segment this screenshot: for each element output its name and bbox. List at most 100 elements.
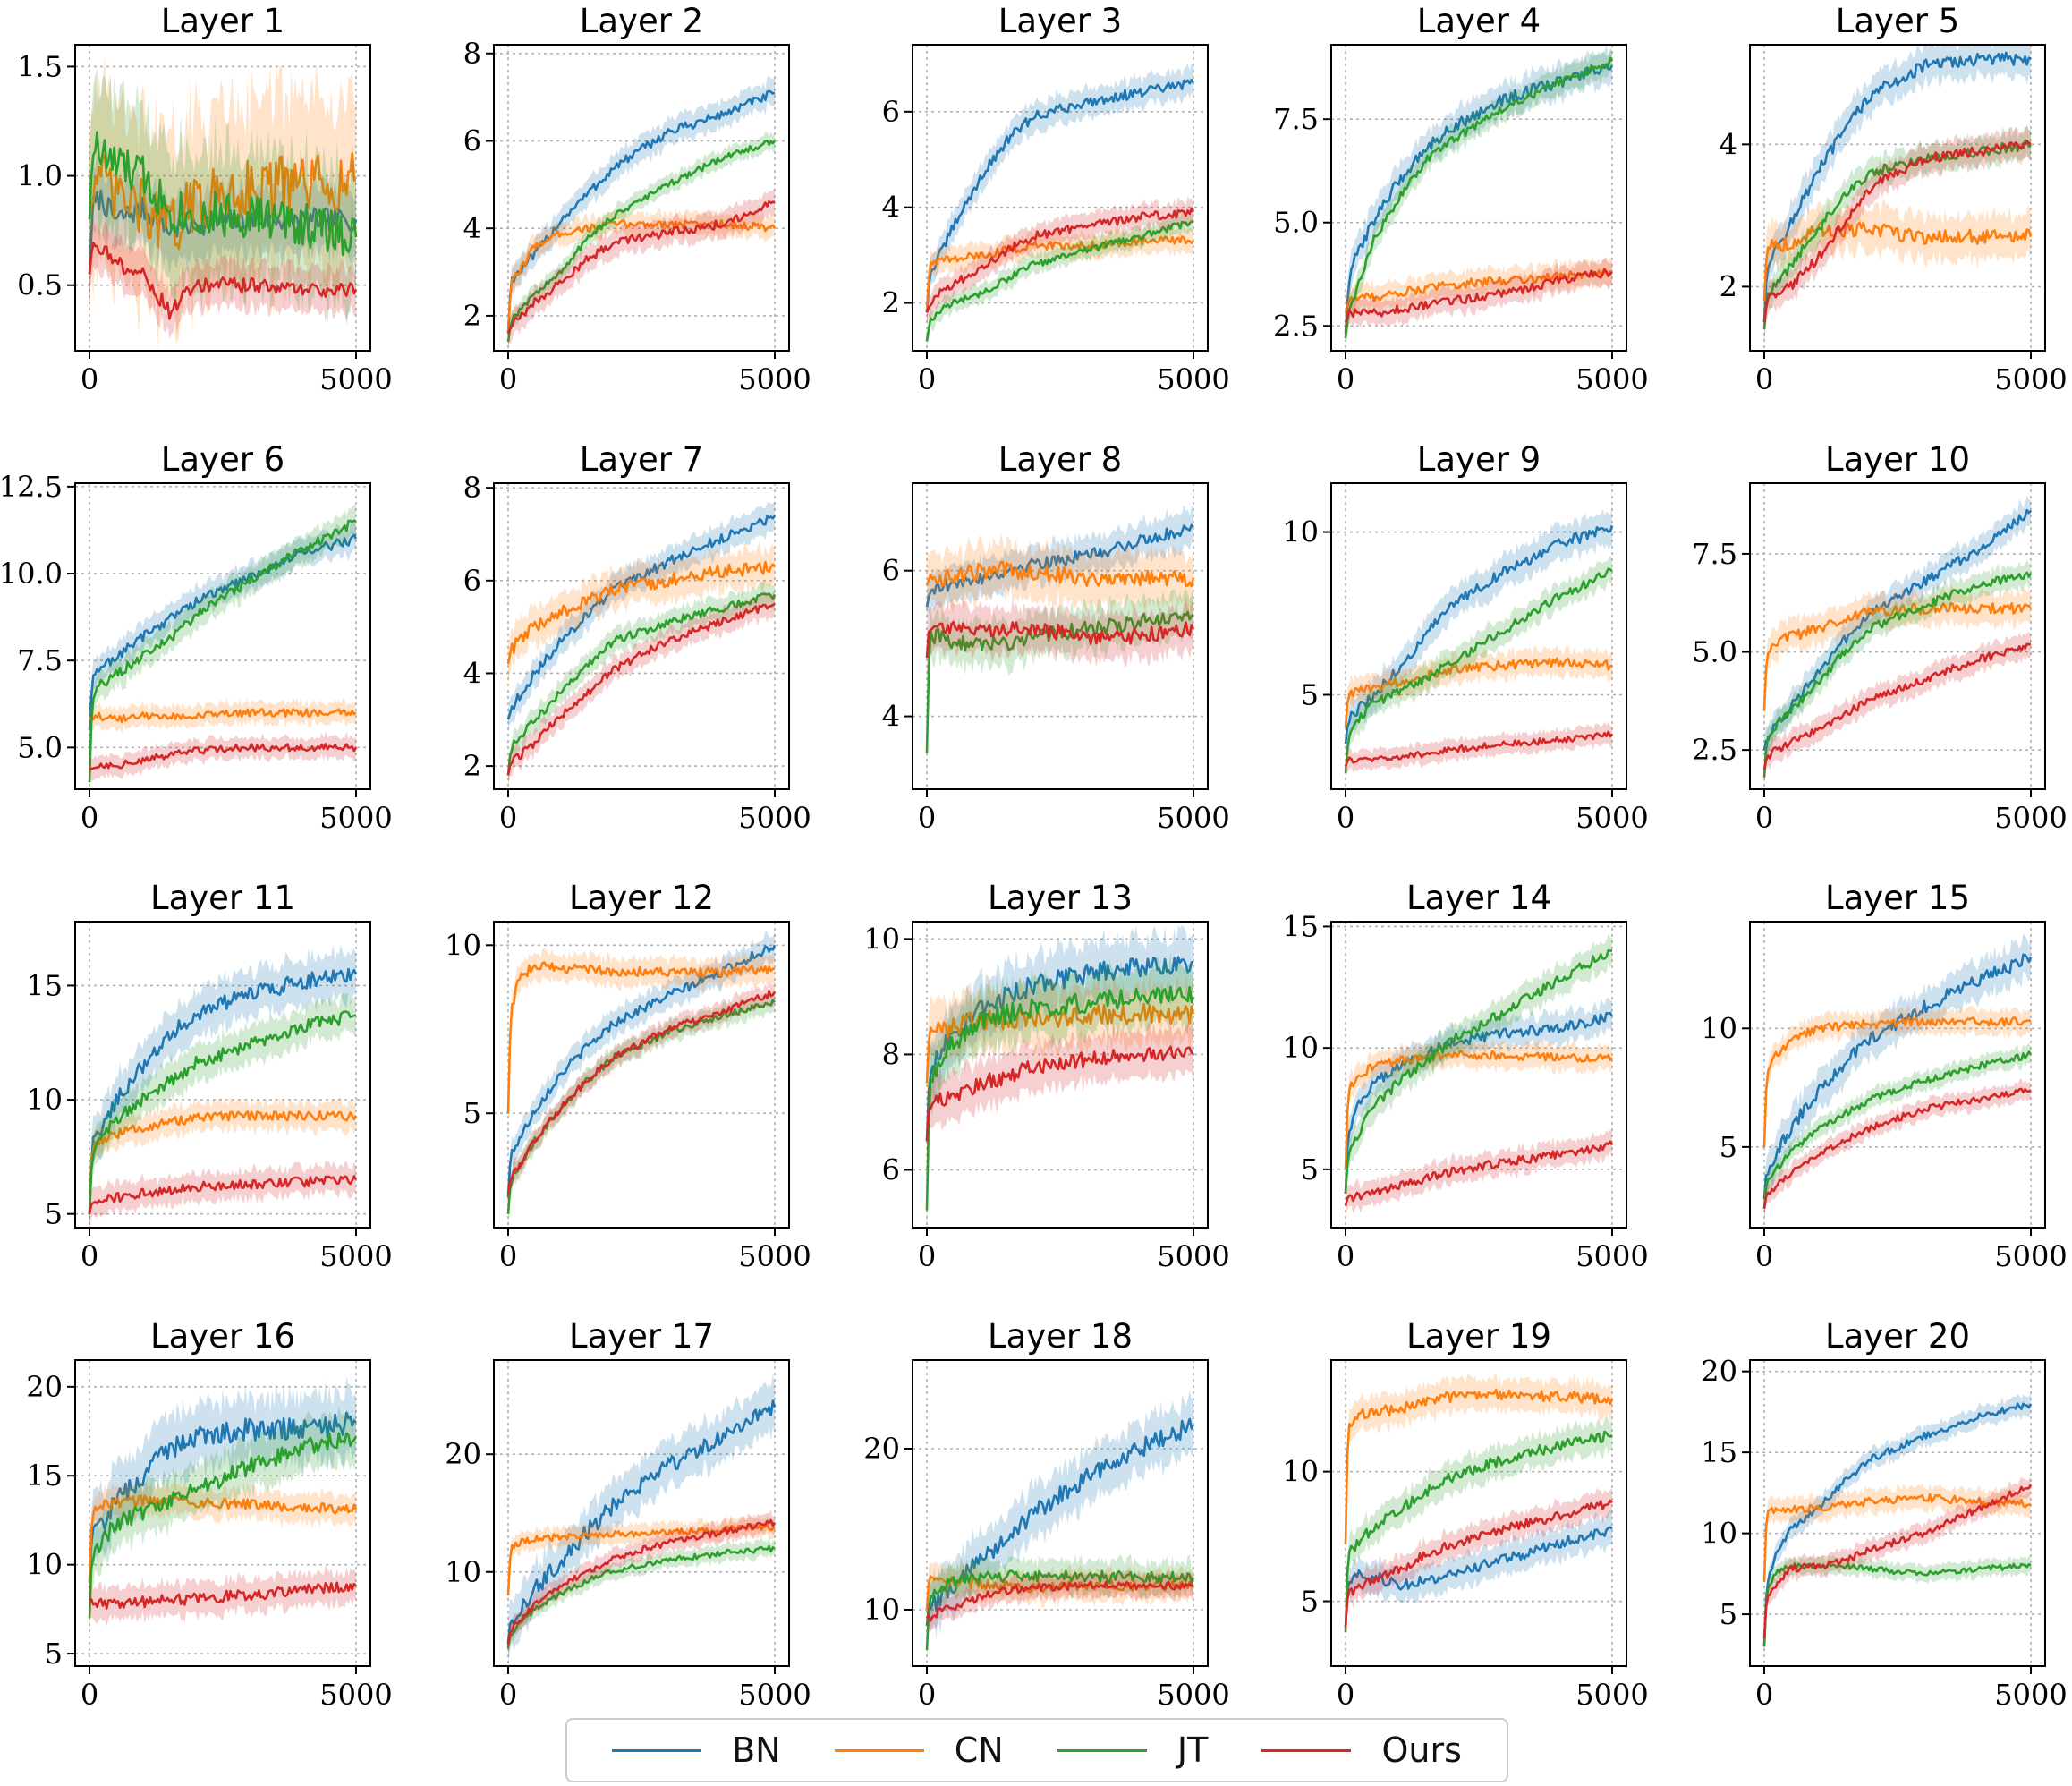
axes-frame — [74, 1359, 371, 1667]
band-jt — [89, 1405, 356, 1640]
series-line-ours — [1344, 268, 1613, 323]
band-ours — [508, 186, 775, 346]
y-tick-label: 6 — [882, 1152, 900, 1186]
band-jt — [927, 952, 1193, 1228]
x-tick-label: 0 — [918, 362, 936, 396]
axes-frame — [1749, 1359, 2046, 1667]
band-jt — [1346, 933, 1612, 1208]
series-line-bn — [506, 944, 777, 1198]
band-cn — [927, 972, 1193, 1109]
plot-area — [506, 1373, 777, 1666]
axes-frame — [74, 482, 371, 790]
grid — [494, 483, 789, 789]
band-jt — [89, 68, 356, 327]
panel-title: Layer 1 — [161, 2, 284, 40]
x-tick-label: 0 — [1337, 1678, 1354, 1712]
y-tick-label: 5 — [1301, 1585, 1319, 1619]
x-tick-label: 0 — [1755, 801, 1773, 835]
panel-17: Layer 17 0 5000 10 20 — [445, 1317, 811, 1712]
series-line-cn — [506, 560, 776, 665]
x-tick-label: 0 — [918, 1239, 936, 1273]
band-jt — [1346, 1416, 1612, 1646]
series-line-jt — [88, 519, 357, 783]
y-tick-label: 10 — [1701, 1011, 1737, 1045]
band-ours — [89, 1564, 356, 1627]
band-bn — [1764, 496, 2031, 761]
panel-13: Layer 13 0 5000 6 8 10 — [863, 879, 1229, 1273]
x-tick-label: 5000 — [319, 1239, 392, 1273]
panel-title: Layer 19 — [1406, 1317, 1551, 1356]
y-tick-label: 10 — [1282, 1455, 1319, 1489]
y-tick-label: 12.5 — [0, 470, 63, 504]
band-cn — [1346, 644, 1612, 740]
legend-label-bn: BN — [732, 1731, 781, 1770]
x-tick-label: 5000 — [1157, 362, 1229, 396]
panel-11: Layer 11 0 5000 5 10 15 — [26, 879, 392, 1273]
band-cn — [1764, 1005, 2031, 1157]
x-tick-label: 0 — [499, 1239, 517, 1273]
plot-area — [1762, 933, 2033, 1220]
legend-item-jt: JT — [1057, 1731, 1208, 1770]
axes-frame — [493, 1359, 790, 1667]
y-tick-label: 5 — [1720, 1130, 1737, 1164]
y-tick-label: 10.0 — [0, 557, 63, 591]
panel-18: Layer 18 0 5000 10 20 — [863, 1317, 1229, 1712]
series-line-bn — [88, 533, 358, 730]
y-tick-label: 7.5 — [1273, 102, 1319, 136]
series-line-jt — [1344, 1430, 1613, 1633]
legend-item-cn: CN — [834, 1731, 1004, 1770]
grid — [913, 45, 1208, 351]
panel-2: Layer 2 0 5000 2 4 6 8 — [463, 2, 811, 396]
plot-area — [1762, 496, 2033, 789]
series-line-cn — [88, 1110, 358, 1214]
series-line-bn — [1762, 953, 2033, 1200]
y-tick-label: 6 — [463, 564, 481, 598]
y-tick-label: 5 — [45, 1197, 63, 1231]
y-tick-label: 10 — [445, 1555, 481, 1589]
series-line-ours — [1344, 730, 1614, 767]
x-tick-label: 5000 — [738, 362, 811, 396]
legend-swatch-bn — [612, 1748, 702, 1752]
series-line-cn — [1344, 657, 1613, 728]
x-tick-label: 5000 — [738, 801, 811, 835]
y-tick-label: 6 — [882, 554, 900, 588]
y-tick-label: 5 — [45, 1637, 63, 1671]
band-jt — [927, 211, 1193, 350]
series-line-jt — [506, 1544, 776, 1649]
y-tick-label: 15 — [1282, 909, 1319, 943]
y-tick-label: 10 — [1282, 1031, 1319, 1065]
y-tick-label: 10 — [1701, 1517, 1737, 1551]
series-line-cn — [1344, 268, 1613, 314]
band-bn — [1346, 998, 1612, 1211]
band-bn — [1764, 45, 2031, 340]
band-jt — [89, 504, 356, 789]
y-tick-label: 6 — [882, 95, 900, 129]
panel-title: Layer 11 — [150, 879, 295, 917]
band-bn — [508, 931, 775, 1213]
x-tick-label: 5000 — [1575, 362, 1648, 396]
panel-title: Layer 18 — [988, 1317, 1133, 1356]
band-bn — [927, 63, 1193, 327]
y-tick-label: 6 — [463, 123, 481, 157]
series-line-bn — [1762, 1402, 2033, 1647]
series-line-cn — [88, 1494, 358, 1583]
series-line-ours — [925, 207, 1195, 313]
series-line-ours — [925, 620, 1195, 659]
band-cn — [927, 225, 1193, 327]
band-bn — [1346, 1509, 1612, 1643]
series-line-cn — [925, 1002, 1195, 1084]
band-ours — [927, 196, 1193, 324]
series-line-ours — [89, 743, 358, 770]
x-tick-label: 0 — [918, 1678, 936, 1712]
y-tick-label: 10 — [26, 1548, 63, 1582]
y-tick-label: 15 — [26, 1459, 63, 1493]
band-ours — [89, 731, 356, 782]
panel-4: Layer 4 0 5000 2.5 5.0 7.5 — [1273, 2, 1649, 396]
series-line-bn — [925, 1417, 1195, 1627]
grid — [1331, 45, 1626, 351]
band-cn — [1346, 1372, 1612, 1561]
band-bn — [508, 501, 775, 733]
series-line-bn — [506, 1399, 777, 1643]
plot-area — [1344, 1372, 1614, 1646]
